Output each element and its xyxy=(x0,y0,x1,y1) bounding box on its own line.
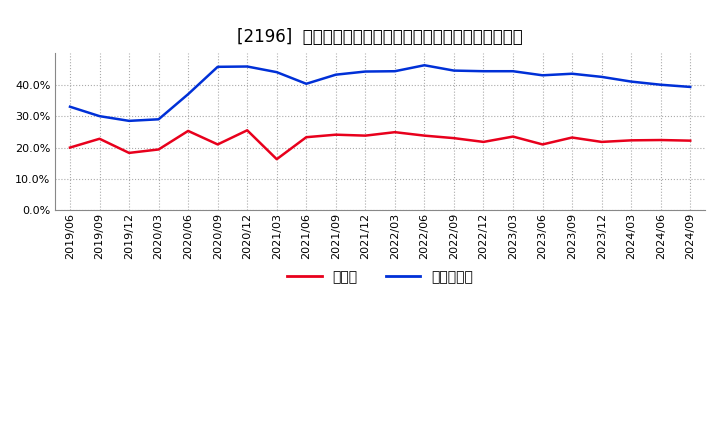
Title: [2196]  現頗金、有利子負債の総資産に対する比率の推移: [2196] 現頗金、有利子負債の総資産に対する比率の推移 xyxy=(238,28,523,46)
Legend: 現頗金, 有利子負債: 現頗金, 有利子負債 xyxy=(282,265,479,290)
